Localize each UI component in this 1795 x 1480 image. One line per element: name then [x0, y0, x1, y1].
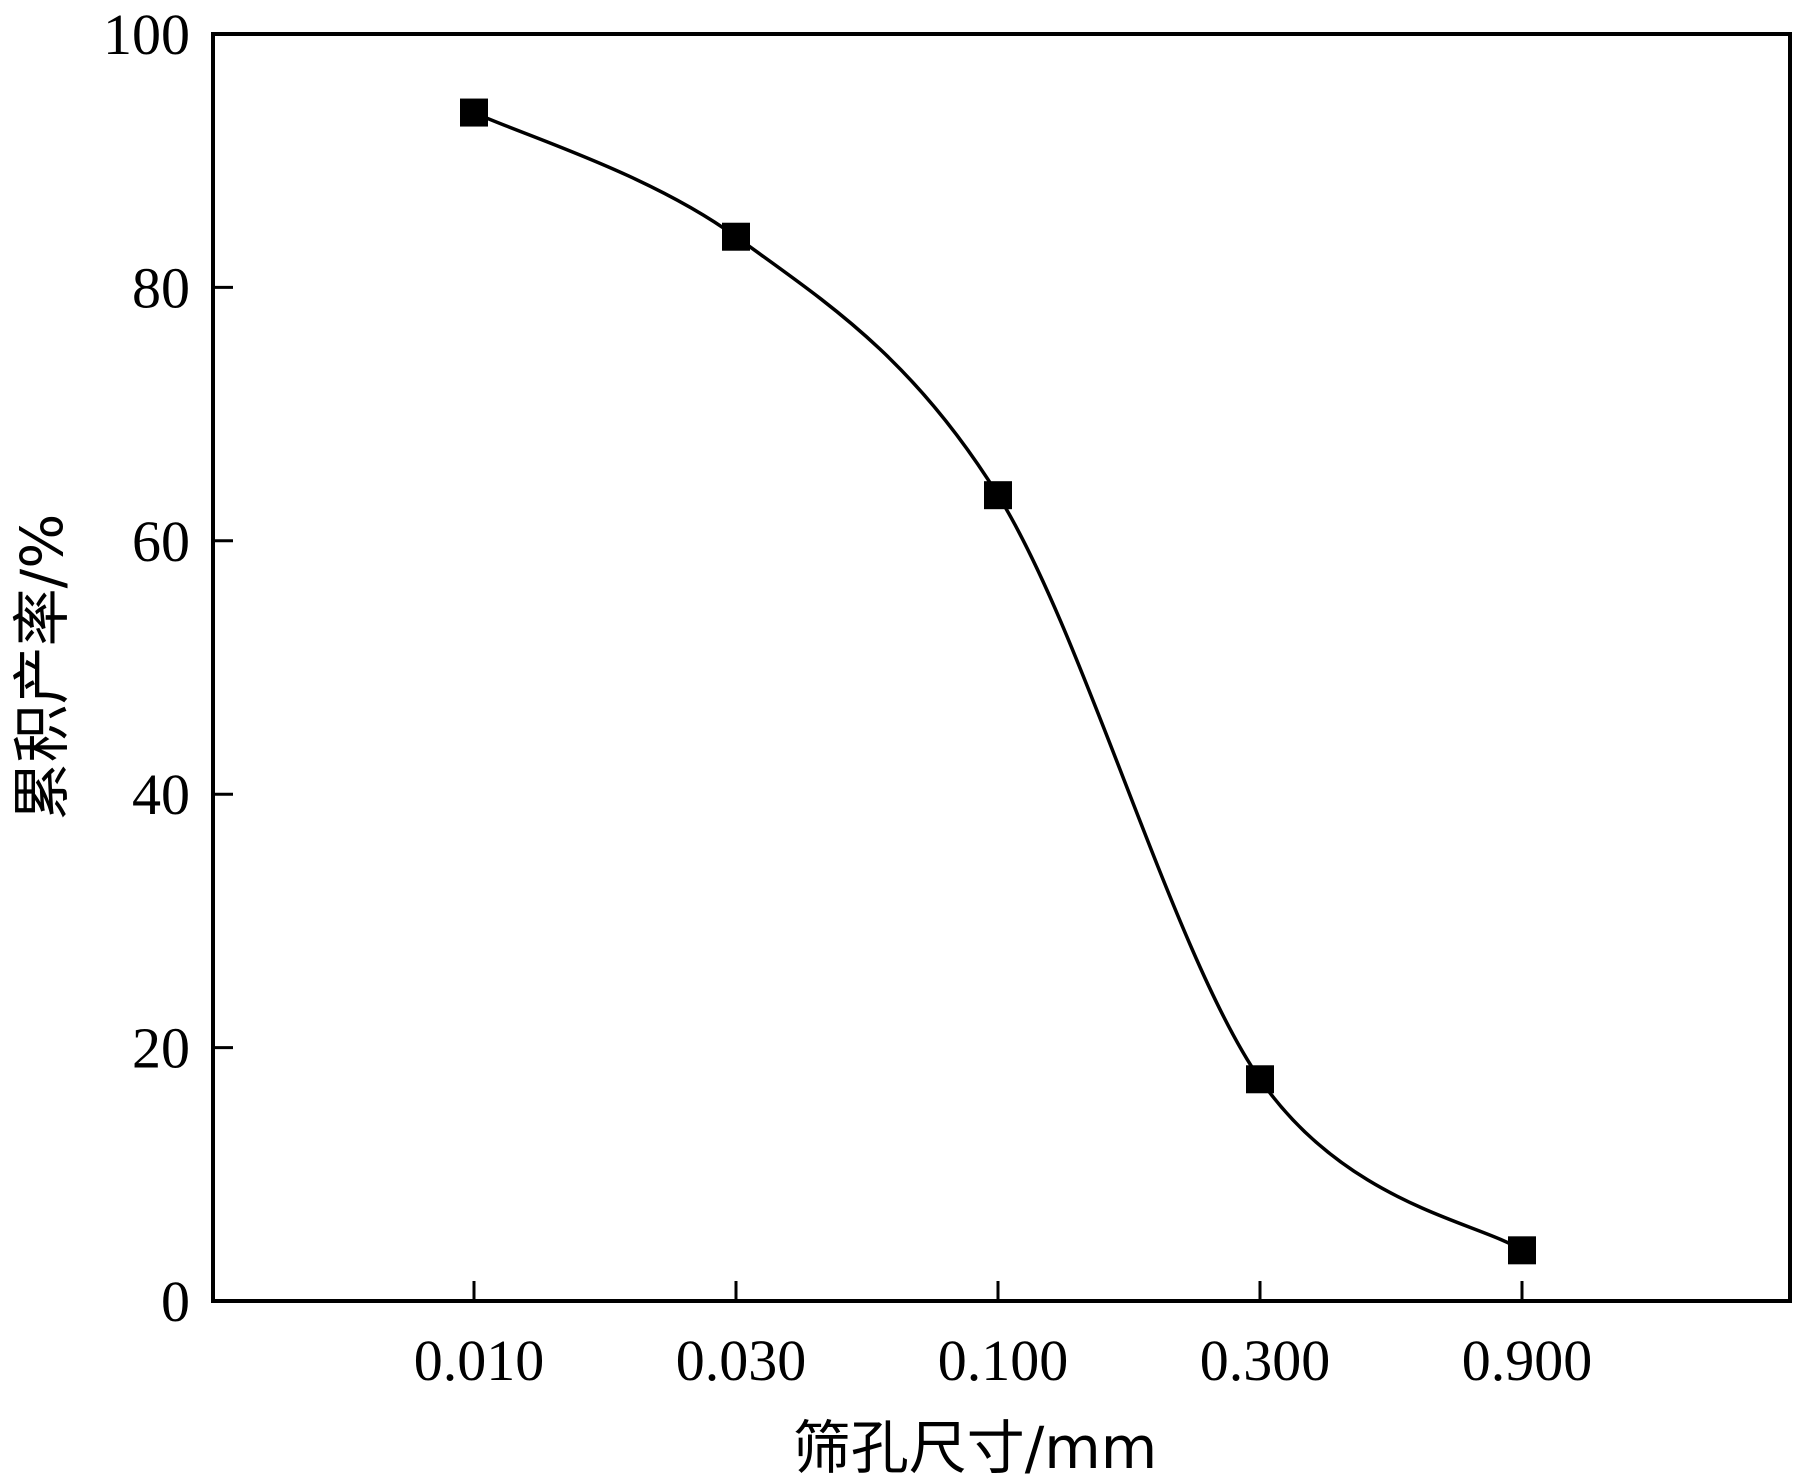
- x-tick-label: 0.030: [676, 1328, 807, 1393]
- x-tick-label: 0.900: [1462, 1328, 1593, 1393]
- x-axis-title: 筛孔尺寸/mm: [793, 1414, 1158, 1480]
- y-tick-label: 60: [132, 509, 190, 574]
- data-point-marker: [1246, 1065, 1274, 1094]
- y-tick-label: 0: [161, 1269, 190, 1334]
- y-tick-label: 100: [103, 2, 190, 67]
- x-axis-ticks: 0.010 0.030 0.100 0.300 0.900: [414, 1281, 1593, 1393]
- data-point-marker: [984, 481, 1012, 510]
- y-tick-label: 80: [132, 255, 190, 320]
- y-axis-title: 累积产率/%: [8, 514, 76, 821]
- data-point-marker: [460, 98, 488, 127]
- x-tick-label: 0.010: [414, 1328, 545, 1393]
- x-tick-label: 0.300: [1200, 1328, 1331, 1393]
- series-line: [473, 110, 1523, 1252]
- y-tick-label: 40: [132, 762, 190, 827]
- data-point-marker: [1508, 1236, 1536, 1265]
- x-tick-label: 0.100: [938, 1328, 1069, 1393]
- y-axis-ticks: 0 20 40 60 80 100: [103, 2, 233, 1334]
- series-markers: [460, 98, 1536, 1265]
- plot-frame: [211, 32, 1792, 1303]
- y-tick-label: 20: [132, 1016, 190, 1081]
- data-point-marker: [722, 222, 750, 251]
